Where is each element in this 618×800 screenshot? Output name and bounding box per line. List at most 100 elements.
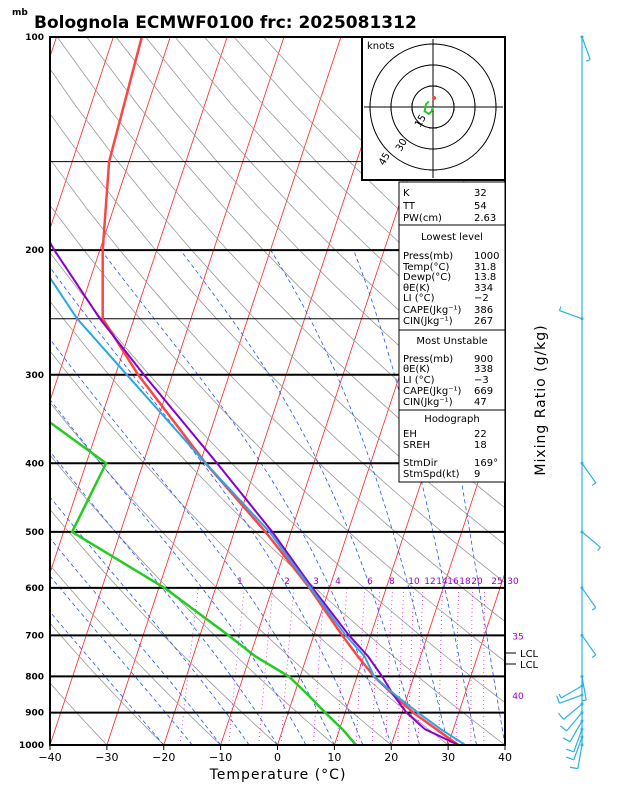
pressure-tick-label: 500 — [25, 528, 44, 538]
wind-barb-flag — [569, 766, 578, 770]
wind-barb — [559, 694, 583, 704]
mixing-ratio-label: 40 — [512, 692, 524, 702]
temperature-tick-label: −40 — [38, 751, 61, 764]
lowest-label: Temp(°C) — [402, 262, 450, 273]
stats-table: K 32 TT 54 PW(cm) 2.63 Lowest level Pres… — [398, 181, 506, 483]
lowest-value: 386 — [474, 305, 493, 316]
pressure-tick-label: 700 — [25, 631, 44, 641]
pressure-unit-label: mb — [12, 8, 28, 18]
lowest-label: θE(K) — [403, 283, 430, 294]
pressure-tick-label: 100 — [25, 33, 44, 43]
hodo-value: 9 — [474, 469, 480, 480]
moist-adiabat-line — [50, 537, 221, 745]
storm-motion-marker — [432, 96, 436, 100]
dry-adiabat-line — [50, 158, 505, 623]
right-axis-label: Mixing Ratio (g/kg) — [533, 324, 549, 475]
lowest-level-heading: Lowest level — [421, 232, 483, 243]
lowest-value: 267 — [474, 316, 493, 327]
wind-barb — [573, 737, 583, 760]
dry-adiabat-line — [50, 622, 165, 745]
hodo-label: SREH — [403, 440, 430, 451]
moist-adiabat-line — [50, 266, 364, 745]
lowest-label: Dewp(°C) — [403, 272, 451, 283]
temperature-tick-label: 30 — [441, 751, 455, 764]
temperature-tick-label: −10 — [209, 751, 232, 764]
hodograph-trace-line — [423, 100, 434, 116]
lcl-label: LCL — [520, 649, 539, 660]
wind-barb-dot — [580, 674, 584, 678]
dry-adiabat-line — [50, 682, 108, 745]
most-unstable-heading: Most Unstable — [416, 336, 487, 347]
wind-barb-flag — [558, 693, 562, 699]
virtual-profile-line — [50, 276, 466, 745]
hodograph-heading: Hodograph — [424, 414, 479, 425]
mixing-ratio-label: 10 — [408, 577, 420, 587]
index-value-tt: 54 — [474, 201, 487, 212]
wind-barb-dot — [580, 633, 584, 637]
wind-barb — [581, 36, 591, 60]
mixing-ratio-line — [228, 587, 245, 745]
moist-adiabat-line — [50, 611, 165, 745]
dry-adiabat-line — [50, 454, 335, 745]
wind-barb — [581, 531, 601, 548]
mixing-ratio-label: 20 — [471, 577, 483, 587]
temperature-tick-label: 20 — [384, 751, 398, 764]
mu-label: LI (°C) — [403, 375, 435, 386]
mixing-ratio-label: 25 — [491, 577, 502, 587]
dry-adiabat-line — [50, 401, 392, 745]
lowest-label: CIN(Jkg⁻¹) — [403, 316, 453, 327]
isotherm-line — [390, 399, 505, 745]
chart-title: Bolognola ECMWF0100 frc: 2025081312 — [34, 13, 417, 33]
mixing-ratio-label: 14 — [436, 577, 448, 587]
dry-adiabat-line — [50, 508, 278, 745]
wind-barb-dot — [580, 35, 584, 39]
index-label-pw: PW(cm) — [403, 213, 442, 224]
mixing-ratio-label: 1 — [237, 577, 243, 587]
hodograph-units: knots — [367, 41, 394, 52]
wind-barb — [581, 676, 587, 701]
wind-barb-flag — [591, 607, 597, 611]
pressure-tick-label: 900 — [25, 709, 44, 719]
mu-value: −3 — [474, 375, 489, 386]
lowest-value: 13.8 — [474, 272, 496, 283]
isotherm-line — [50, 37, 285, 745]
mixing-ratio-label: 12 — [424, 577, 435, 587]
wind-barb-dot — [580, 719, 584, 723]
wind-barb-dot — [580, 317, 584, 321]
hodo-label: StmDir — [403, 458, 438, 469]
isotherm-line — [163, 37, 399, 745]
wind-barb-flag — [560, 725, 567, 732]
dry-adiabat-line — [50, 204, 505, 663]
moist-adiabat-line — [50, 575, 193, 745]
index-value-k: 32 — [474, 188, 487, 199]
index-label-k: K — [403, 188, 410, 199]
wind-barb-dot — [580, 735, 584, 739]
mixing-ratio-line — [313, 587, 325, 745]
wind-barb-flag — [562, 737, 571, 743]
mixing-ratio-line — [280, 587, 295, 745]
wind-barb-flag — [556, 695, 561, 704]
wind-barb-flag — [581, 699, 587, 702]
mu-value: 900 — [474, 354, 493, 365]
isotherm-line — [50, 37, 171, 403]
wind-barb-dot — [580, 693, 584, 697]
temperature-tick-label: −20 — [152, 751, 175, 764]
lowest-value: −2 — [474, 293, 489, 304]
wind-barb-dot — [580, 711, 584, 715]
wind-barb-flag — [566, 748, 574, 753]
wind-barb-flag — [585, 58, 591, 62]
wind-barb — [581, 634, 597, 656]
lowest-value: 334 — [474, 283, 493, 294]
wind-barb-dot — [580, 743, 584, 747]
dry-adiabat-line — [50, 350, 449, 745]
lowest-label: CAPE(Jkg⁻¹) — [403, 305, 461, 316]
temperature-tick-label: 10 — [327, 751, 341, 764]
wind-barb — [569, 720, 583, 743]
index-value-pw: 2.63 — [474, 213, 496, 224]
mixing-ratio-label: 4 — [335, 577, 341, 587]
pressure-tick-label: 800 — [25, 672, 44, 682]
moist-adiabat-line — [418, 250, 505, 745]
mixing-ratio-line — [483, 587, 485, 745]
wind-barb-flag — [558, 306, 562, 311]
